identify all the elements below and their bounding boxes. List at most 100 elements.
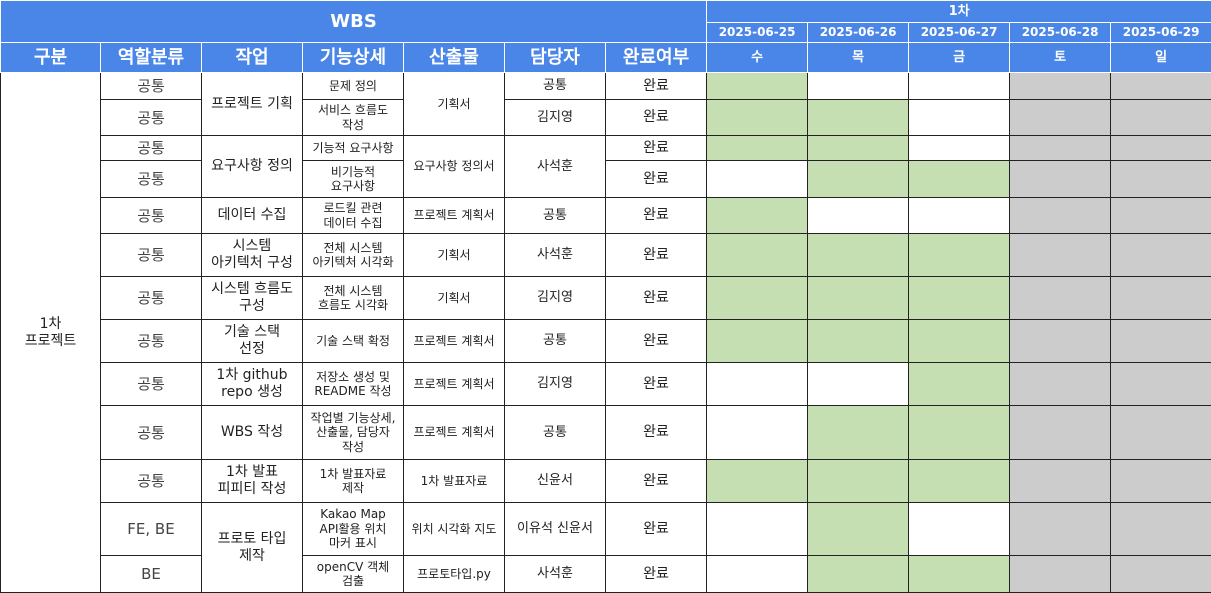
schedule-cell bbox=[909, 556, 1010, 593]
schedule-cell bbox=[707, 460, 808, 503]
deliverable-cell: 기획서 bbox=[404, 277, 505, 320]
role-cell: 공통 bbox=[101, 73, 202, 100]
schedule-cell bbox=[1111, 556, 1211, 593]
phase-cell: 1차 프로젝트 bbox=[1, 73, 101, 593]
deliverable-cell: 프로젝트 계획서 bbox=[404, 363, 505, 406]
status-cell: 완료 bbox=[606, 277, 707, 320]
date-header: 2025-06-26 bbox=[808, 23, 909, 43]
task-cell: 데이터 수집 bbox=[202, 198, 303, 234]
owner-cell: 사석훈 bbox=[505, 234, 606, 277]
weekday-header: 수 bbox=[707, 43, 808, 73]
detail-cell: 서비스 흐름도 작성 bbox=[303, 100, 404, 136]
status-cell: 완료 bbox=[606, 161, 707, 198]
schedule-cell bbox=[707, 503, 808, 556]
schedule-cell bbox=[1111, 100, 1211, 136]
status-cell: 완료 bbox=[606, 234, 707, 277]
status-cell: 완료 bbox=[606, 406, 707, 460]
schedule-cell bbox=[707, 277, 808, 320]
schedule-cell bbox=[1010, 503, 1111, 556]
detail-cell: 비기능적 요구사항 bbox=[303, 161, 404, 198]
schedule-cell bbox=[808, 503, 909, 556]
schedule-cell bbox=[1010, 234, 1111, 277]
schedule-cell bbox=[1111, 406, 1211, 460]
schedule-cell bbox=[909, 503, 1010, 556]
schedule-cell bbox=[1010, 100, 1111, 136]
deliverable-cell: 요구사항 정의서 bbox=[404, 136, 505, 198]
header-row-columns: 구분 역할분류 작업 기능상세 산출물 담당자 완료여부 수 목 금 토 일 bbox=[1, 43, 1211, 73]
status-cell: 완료 bbox=[606, 100, 707, 136]
schedule-cell bbox=[909, 320, 1010, 363]
task-cell: 1차 github repo 생성 bbox=[202, 363, 303, 406]
date-header: 2025-06-28 bbox=[1010, 23, 1111, 43]
schedule-cell bbox=[1111, 320, 1211, 363]
weekday-header: 금 bbox=[909, 43, 1010, 73]
schedule-cell bbox=[808, 363, 909, 406]
detail-cell: 전체 시스템 아키텍처 시각화 bbox=[303, 234, 404, 277]
role-cell: 공통 bbox=[101, 100, 202, 136]
date-header: 2025-06-25 bbox=[707, 23, 808, 43]
schedule-cell bbox=[1111, 73, 1211, 100]
task-cell: 기술 스택 선정 bbox=[202, 320, 303, 363]
schedule-cell bbox=[808, 136, 909, 161]
weekday-header: 목 bbox=[808, 43, 909, 73]
schedule-cell bbox=[1010, 73, 1111, 100]
schedule-cell bbox=[808, 198, 909, 234]
schedule-cell bbox=[909, 460, 1010, 503]
status-cell: 완료 bbox=[606, 198, 707, 234]
round-label: 1차 bbox=[707, 1, 1211, 23]
deliverable-cell: 프로젝트 계획서 bbox=[404, 406, 505, 460]
task-cell: WBS 작성 bbox=[202, 406, 303, 460]
role-cell: 공통 bbox=[101, 320, 202, 363]
detail-cell: 기능적 요구사항 bbox=[303, 136, 404, 161]
task-cell: 시스템 흐름도 구성 bbox=[202, 277, 303, 320]
sheet-title: WBS bbox=[1, 1, 707, 43]
schedule-cell bbox=[1111, 234, 1211, 277]
owner-cell: 김지영 bbox=[505, 277, 606, 320]
status-cell: 완료 bbox=[606, 556, 707, 593]
schedule-cell bbox=[808, 161, 909, 198]
owner-cell: 신윤서 bbox=[505, 460, 606, 503]
deliverable-cell: 위치 시각화 지도 bbox=[404, 503, 505, 556]
column-header-deliverable: 산출물 bbox=[404, 43, 505, 73]
schedule-cell bbox=[1010, 136, 1111, 161]
status-cell: 완료 bbox=[606, 363, 707, 406]
schedule-cell bbox=[909, 406, 1010, 460]
column-header-category: 구분 bbox=[1, 43, 101, 73]
role-cell: BE bbox=[101, 556, 202, 593]
schedule-cell bbox=[909, 277, 1010, 320]
owner-cell: 공통 bbox=[505, 406, 606, 460]
detail-cell: 기술 스택 확정 bbox=[303, 320, 404, 363]
detail-cell: 작업별 기능상세, 산출물, 담당자 작성 bbox=[303, 406, 404, 460]
status-cell: 완료 bbox=[606, 503, 707, 556]
role-cell: 공통 bbox=[101, 161, 202, 198]
column-header-status: 완료여부 bbox=[606, 43, 707, 73]
schedule-cell bbox=[808, 234, 909, 277]
role-cell: 공통 bbox=[101, 136, 202, 161]
schedule-cell bbox=[707, 161, 808, 198]
schedule-cell bbox=[1010, 363, 1111, 406]
owner-cell: 공통 bbox=[505, 198, 606, 234]
role-cell: FE, BE bbox=[101, 503, 202, 556]
owner-cell: 김지영 bbox=[505, 363, 606, 406]
schedule-cell bbox=[1111, 161, 1211, 198]
schedule-cell bbox=[808, 460, 909, 503]
owner-cell: 공통 bbox=[505, 320, 606, 363]
schedule-cell bbox=[707, 556, 808, 593]
schedule-cell bbox=[1111, 363, 1211, 406]
schedule-cell bbox=[707, 363, 808, 406]
deliverable-cell: 프로젝트 계획서 bbox=[404, 320, 505, 363]
schedule-cell bbox=[1010, 161, 1111, 198]
schedule-cell bbox=[707, 198, 808, 234]
column-header-role: 역할분류 bbox=[101, 43, 202, 73]
status-cell: 완료 bbox=[606, 460, 707, 503]
schedule-cell bbox=[1010, 460, 1111, 503]
